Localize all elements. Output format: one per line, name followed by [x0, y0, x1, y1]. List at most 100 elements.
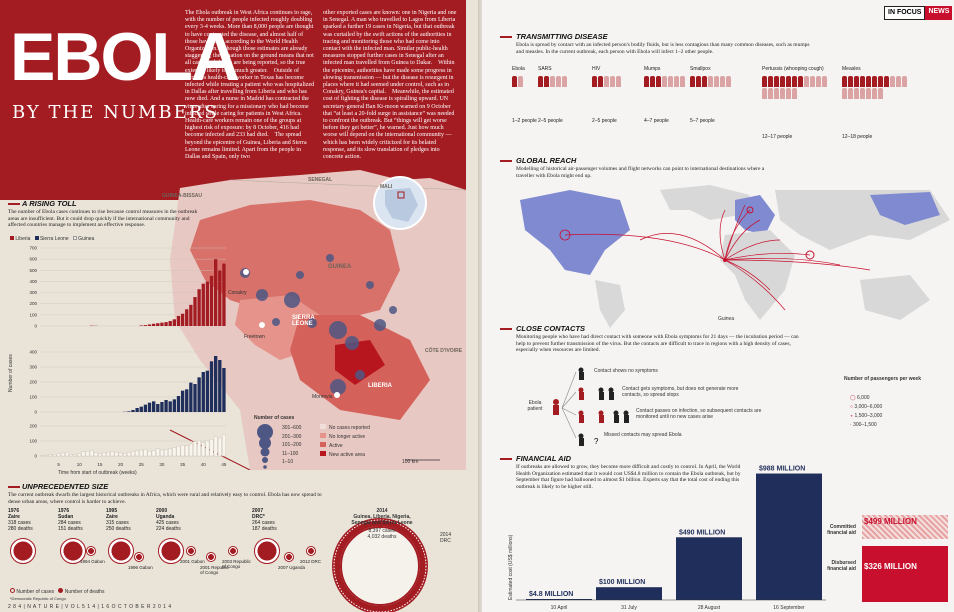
bar-sierra-leone: [193, 384, 197, 412]
small-outbreak-circle: [284, 552, 294, 562]
right-page: IN FOCUS NEWS TRANSMITTING DISEASE Ebola…: [482, 0, 954, 612]
cost-bar: [526, 599, 592, 600]
x-tick-label: 25: [139, 462, 145, 467]
y-tick-label: 400: [29, 279, 37, 284]
bar-guinea: [139, 449, 144, 457]
bar-liberia: [222, 263, 226, 326]
transmission-rate: 12–18 people: [842, 134, 873, 140]
person-icon: [762, 76, 767, 87]
y-tick-label: 600: [29, 257, 37, 262]
bar-sierra-leone: [218, 360, 222, 412]
person-icon: [792, 88, 797, 99]
person-icon: [854, 76, 859, 87]
bar-liberia: [193, 297, 197, 326]
bar-liberia: [205, 281, 210, 326]
person-icon: [662, 76, 667, 87]
rising-toll-ylabel: Number of cases: [8, 354, 14, 392]
disbursed-label: Disbursed financial aid: [827, 560, 856, 572]
person-icon: [774, 76, 779, 87]
contacts-tree: ?: [553, 367, 629, 446]
y-tick-label: 100: [29, 439, 37, 444]
person-icon: [616, 76, 621, 87]
page-subtitle: BY THE NUMBERS: [12, 102, 219, 123]
svg-text:?: ?: [594, 437, 599, 446]
bar-guinea: [201, 442, 206, 457]
small-outbreak-label: 1994 Gabon: [80, 559, 105, 564]
bar-guinea: [172, 447, 177, 457]
y-tick-label: 100: [29, 312, 37, 317]
person-icon: [842, 88, 847, 99]
x-tick-label: 5: [57, 462, 60, 467]
person-icon: [798, 76, 803, 87]
bar-liberia: [189, 304, 193, 326]
person-icon: [848, 76, 853, 87]
bar-guinea: [160, 449, 164, 457]
financial-rule: [500, 458, 512, 460]
x-tick-label: 15: [97, 462, 103, 467]
person-icon: [720, 76, 725, 87]
x-tick-label: 35: [180, 462, 186, 467]
bar-liberia: [147, 324, 152, 326]
person-icon: [872, 76, 877, 87]
y-tick-label: 200: [29, 380, 37, 385]
infected-people-icons: [512, 76, 556, 87]
person-icon: [550, 76, 555, 87]
committed-bar: $499 MILLION: [862, 515, 948, 539]
person-icon: [680, 76, 685, 87]
unprecedented-rule: [8, 486, 20, 488]
person-icon: [762, 88, 767, 99]
bar-sierra-leone: [131, 410, 135, 412]
small-outbreak-circle: [86, 546, 96, 556]
cost-value-label: $100 MILLION: [599, 579, 645, 586]
current-outbreak-stats: 8,397 cases 4,032 deaths: [367, 528, 397, 540]
bar-liberia: [180, 313, 185, 326]
bar-guinea: [189, 443, 193, 457]
x-tick-label: 30: [159, 462, 165, 467]
bar-guinea: [48, 454, 53, 457]
label-conakry: Conakry: [228, 290, 247, 296]
person-icon: [592, 76, 597, 87]
outbreak-item: 1976 Zaire 318 cases 280 deaths: [8, 508, 33, 532]
x-tick-label: 45: [221, 462, 227, 467]
bar-guinea: [89, 450, 94, 457]
bar-guinea: [114, 452, 119, 457]
infected-people-icons: [690, 76, 734, 87]
person-icon: [860, 76, 865, 87]
bar-liberia: [139, 325, 143, 326]
person-icon: [842, 76, 847, 87]
bar-liberia: [209, 275, 214, 326]
west-africa-map: [169, 170, 466, 470]
x-tick-label: 20: [118, 462, 124, 467]
rising-toll-legend: Liberia Sierra Leone Guinea: [10, 236, 94, 242]
person-icon: [674, 76, 679, 87]
bar-sierra-leone: [172, 399, 176, 412]
person-icon: [866, 76, 871, 87]
close-contacts-text: Monitoring people who have had direct co…: [516, 334, 799, 354]
person-icon: [786, 88, 791, 99]
disease-name: Ebola: [512, 66, 525, 72]
y-tick-label: 0: [34, 454, 37, 459]
intro-column-1: The Ebola outbreak in West Africa contin…: [185, 10, 315, 161]
label-sierra-leone: SIERRA LEONE: [292, 315, 315, 327]
bar-guinea: [193, 441, 197, 457]
ebola-patient-label: Ebola patient: [527, 400, 543, 412]
bar-guinea: [131, 451, 135, 457]
bar-sierra-leone: [168, 401, 172, 412]
person-icon: [902, 76, 907, 87]
small-outbreak-circle: [306, 546, 316, 556]
bar-liberia: [164, 322, 168, 326]
disease-row: Ebola 1–2 people SARS 2–5 people HIV 2–5 peop…: [512, 66, 952, 146]
bar-guinea: [164, 449, 168, 457]
bar-guinea: [98, 453, 102, 457]
label-freetown: Freetown: [244, 334, 265, 340]
disease-name: Smallpox: [690, 66, 711, 72]
person-icon: [604, 76, 609, 87]
person-icon: [896, 76, 901, 87]
y-tick-label: 300: [29, 290, 37, 295]
bar-sierra-leone: [160, 402, 164, 412]
y-tick-label: 200: [29, 301, 37, 306]
financial-ylabel: Estimated cost (US$ millions): [508, 534, 514, 600]
disease-name: Pertussis (whooping cough): [762, 66, 824, 72]
bar-guinea: [127, 452, 131, 457]
bar-guinea: [56, 453, 61, 457]
